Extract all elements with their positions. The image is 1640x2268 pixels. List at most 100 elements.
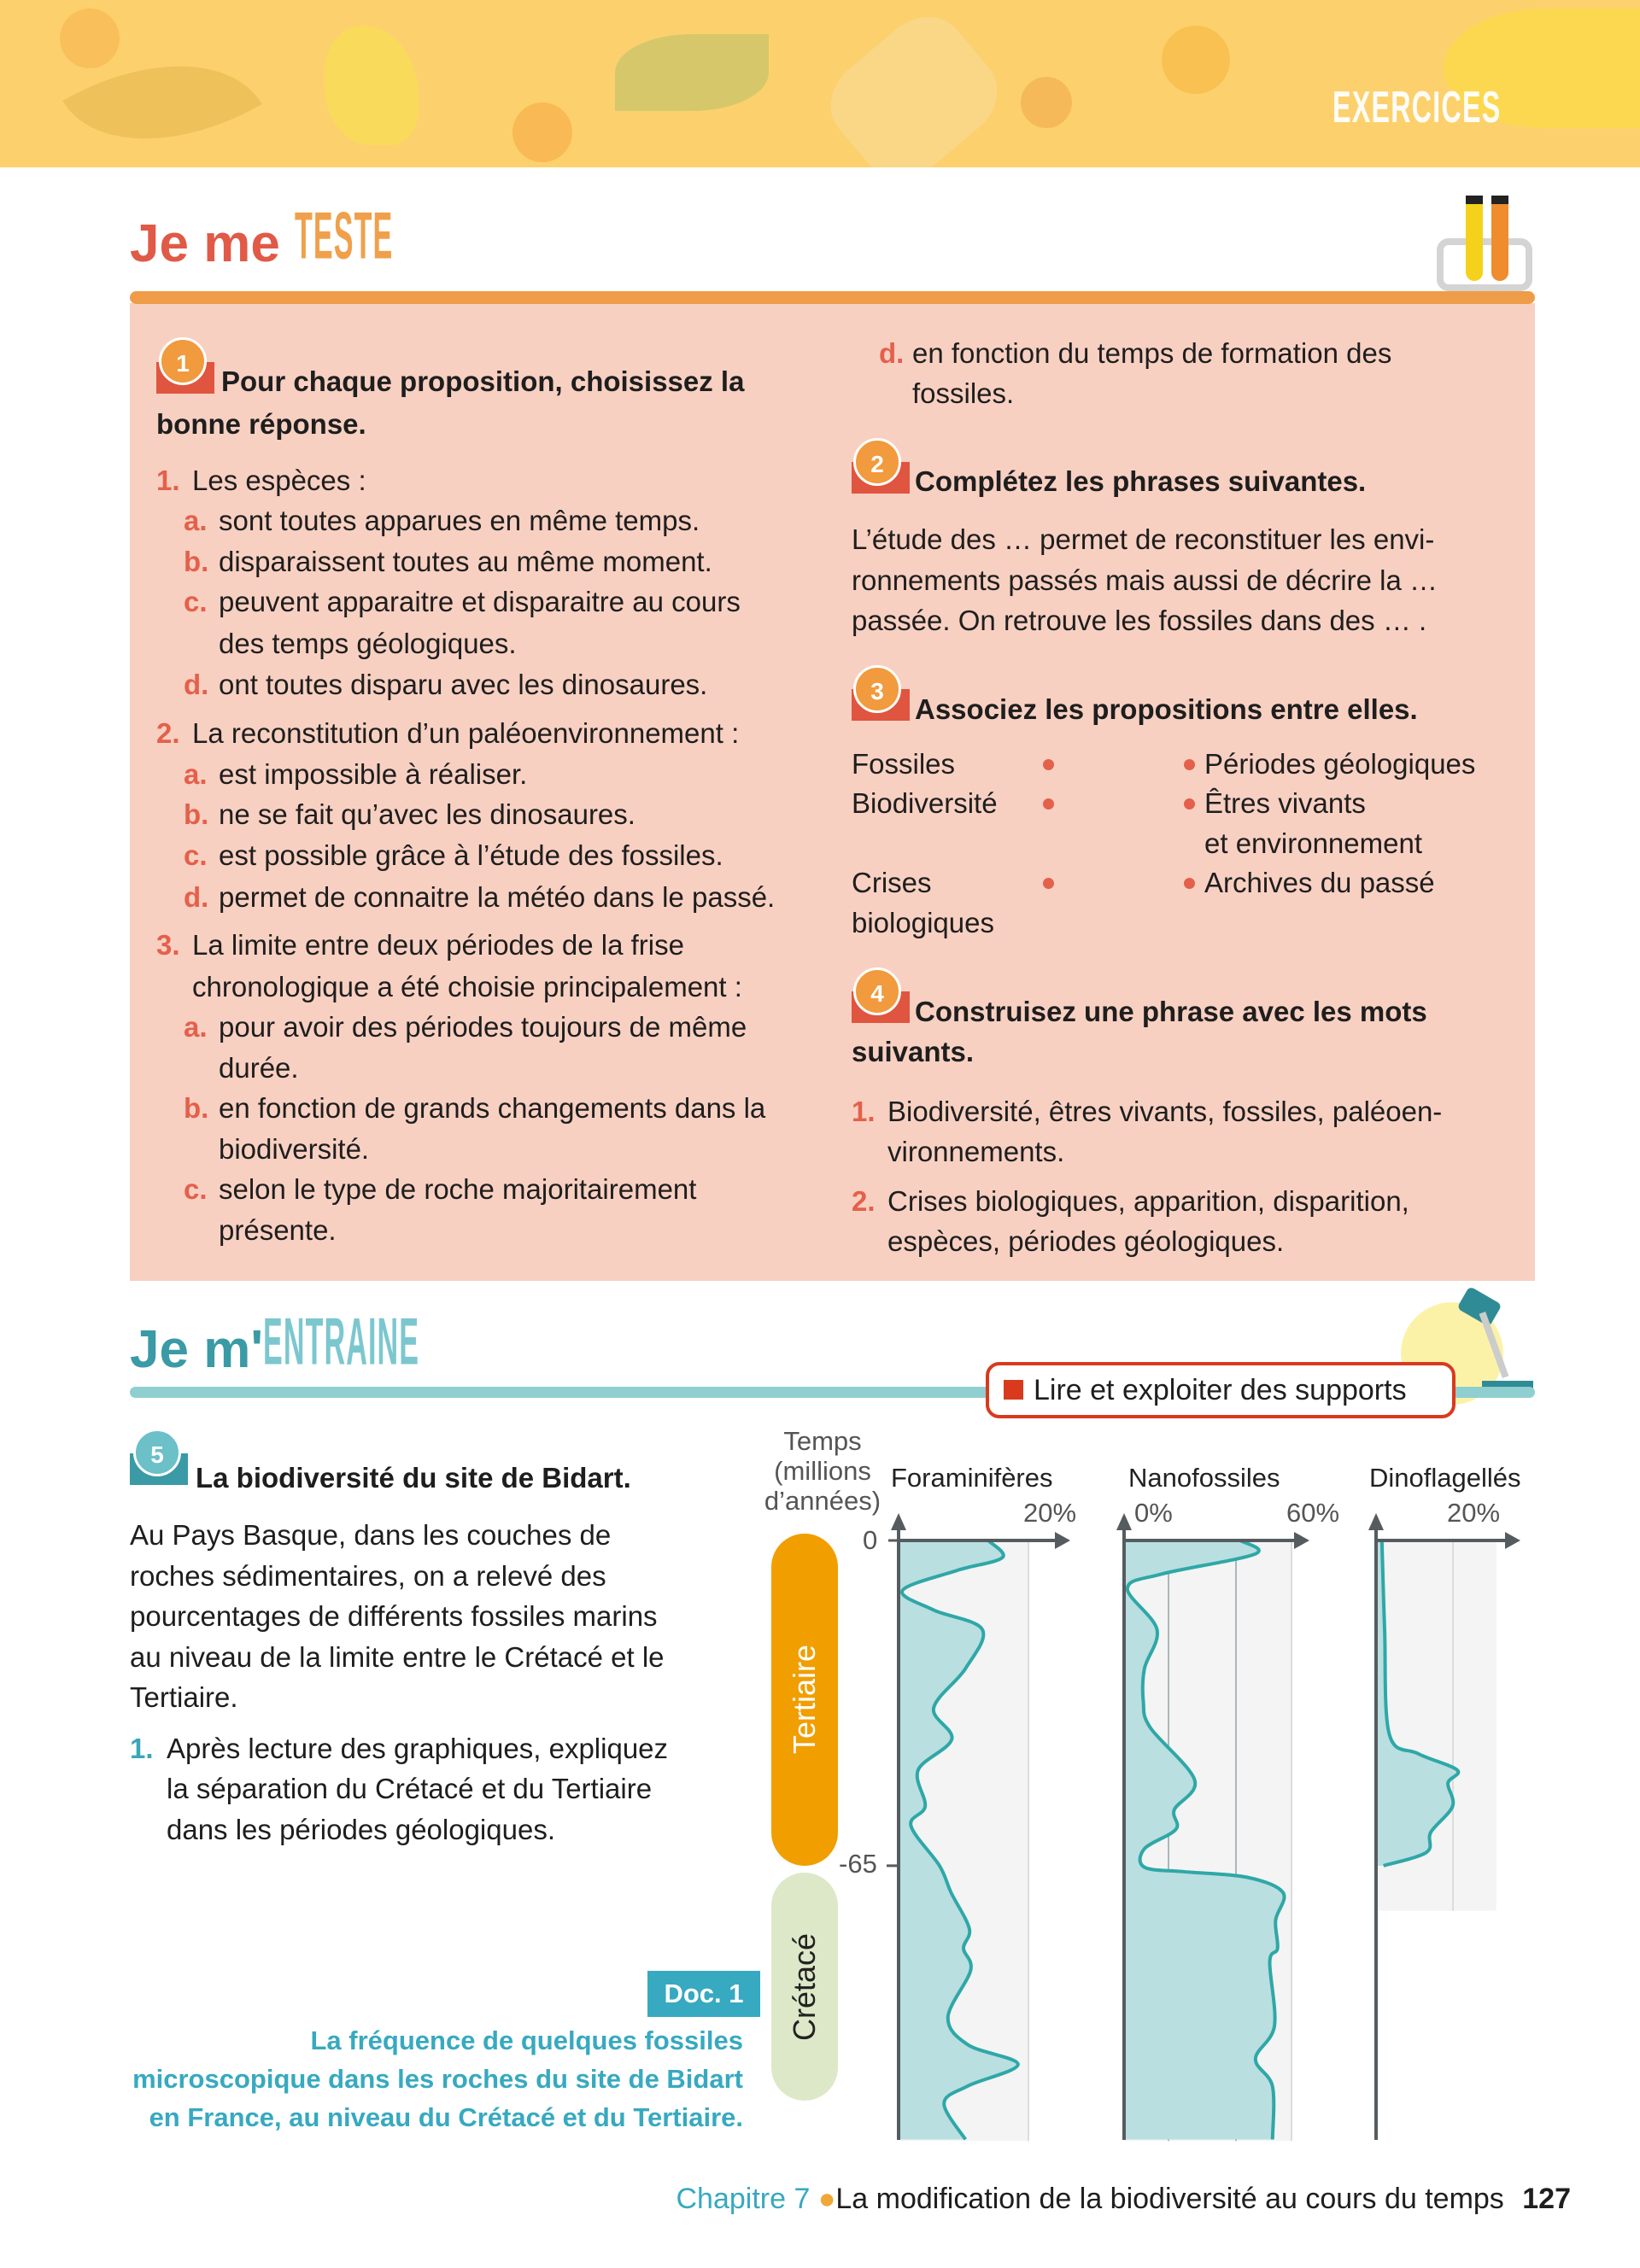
exercise-text: ronnements passés mais aussi de décrire … bbox=[852, 564, 1438, 596]
exercise-title: Construisez une phrase avec les mots bbox=[915, 996, 1427, 1027]
section-divider bbox=[130, 291, 1535, 304]
item-number: 1. bbox=[156, 465, 180, 496]
option-text: durée. bbox=[219, 1052, 299, 1084]
match-left-item: biologiques bbox=[852, 907, 994, 938]
exercise-title: Associez les propositions entre elles. bbox=[915, 693, 1418, 725]
exercise-title: suivants. bbox=[852, 1036, 975, 1067]
title-prefix: Je me bbox=[130, 214, 296, 273]
match-right-item: et environnement bbox=[1204, 827, 1422, 859]
option-letter: d. bbox=[184, 669, 209, 700]
item-text: vironnements. bbox=[887, 1136, 1065, 1167]
option-text: selon le type de roche majoritairement bbox=[219, 1173, 697, 1205]
series-title: Dinoflagellés bbox=[1369, 1463, 1521, 1493]
exercise-text: pourcentages de différents fossiles mari… bbox=[130, 1600, 658, 1632]
bullet-icon: ● bbox=[817, 2183, 836, 2215]
y-axis-label-line: (millions bbox=[774, 1456, 871, 1486]
item-text: Après lecture des graphiques, expliquez bbox=[167, 1733, 669, 1764]
exercise-title: Complétez les phrases suivantes. bbox=[915, 465, 1367, 497]
page-number: 127 bbox=[1522, 2183, 1571, 2215]
x-tick-label: 60% bbox=[1286, 1498, 1340, 1528]
option-letter: c. bbox=[184, 586, 208, 617]
test-tubes-icon bbox=[1435, 196, 1536, 298]
exercise-title: bonne réponse. bbox=[156, 408, 366, 440]
option-text: est impossible à réaliser. bbox=[219, 758, 528, 790]
option-text: biodiversité. bbox=[219, 1133, 370, 1165]
option-text: est possible grâce à l’étude des fossile… bbox=[219, 839, 723, 871]
match-dot[interactable] bbox=[1043, 798, 1054, 810]
x-tick-label: 20% bbox=[1023, 1498, 1077, 1528]
match-dot[interactable] bbox=[1184, 798, 1195, 810]
y-axis-label: Temps (millions d’années) bbox=[764, 1426, 881, 1516]
match-dot[interactable] bbox=[1043, 759, 1054, 770]
match-left-item: Fossiles bbox=[852, 748, 956, 780]
doc-caption: La fréquence de quelques fossiles bbox=[310, 2025, 744, 2055]
item-text: dans les périodes géologiques. bbox=[167, 1814, 555, 1845]
exercise-title: Pour chaque proposition, choisissez la bbox=[221, 365, 745, 397]
exercise-text: Au Pays Basque, dans les couches de bbox=[130, 1519, 612, 1551]
chapter-title: La modification de la biodiversité au co… bbox=[835, 2183, 1504, 2215]
exercise-number: 3 bbox=[853, 665, 901, 713]
panel-background bbox=[899, 1540, 1028, 2142]
doc-caption: microscopique dans les roches du site de… bbox=[132, 2064, 743, 2094]
option-letter: a. bbox=[184, 1011, 208, 1043]
panel-background bbox=[1124, 1540, 1292, 2142]
y-axis-arrow-icon bbox=[891, 1513, 906, 1530]
item-text: chronologique a été choisie principaleme… bbox=[192, 971, 742, 1002]
item-number: 1. bbox=[130, 1733, 154, 1764]
option-text: en fonction du temps de formation des bbox=[912, 337, 1392, 369]
skill-badge: Lire et exploiter des supports bbox=[986, 1362, 1456, 1418]
item-text: La limite entre deux périodes de la fris… bbox=[192, 929, 684, 961]
series-area-0 bbox=[899, 1540, 1018, 2140]
option-letter: c. bbox=[184, 1173, 208, 1205]
item-text: Crises biologiques, apparition, disparit… bbox=[887, 1185, 1409, 1217]
match-right-item: Archives du passé bbox=[1204, 867, 1435, 898]
title-keyword: TESTE bbox=[295, 199, 394, 273]
match-dot[interactable] bbox=[1184, 759, 1195, 770]
item-number: 1. bbox=[852, 1096, 876, 1127]
match-right-item: Êtres vivants bbox=[1204, 787, 1366, 819]
doc-caption: en France, au niveau du Crétacé et du Te… bbox=[149, 2102, 743, 2132]
option-letter: a. bbox=[184, 505, 208, 536]
period-label: Crétacé bbox=[787, 1932, 822, 2041]
option-text: peuvent apparaitre et disparaitre au cou… bbox=[219, 586, 741, 617]
exercise-text: roches sédimentaires, on a relevé des bbox=[130, 1560, 606, 1592]
header-banner: EXERCICES bbox=[0, 0, 1640, 167]
match-dot[interactable] bbox=[1043, 878, 1054, 889]
exercise-number: 4 bbox=[853, 967, 901, 1015]
option-text: ne se fait qu’avec les dinosaures. bbox=[219, 798, 636, 830]
match-right-item: Périodes géologiques bbox=[1204, 748, 1476, 780]
item-text: Biodiversité, êtres vivants, fossiles, p… bbox=[887, 1096, 1443, 1127]
match-left-item: Crises bbox=[852, 867, 932, 898]
y-tick-label: 0 bbox=[863, 1525, 878, 1555]
bee-icon bbox=[1021, 77, 1072, 128]
item-number: 3. bbox=[156, 929, 180, 961]
series-title: Foraminifères bbox=[891, 1463, 1053, 1493]
option-text: permet de connaitre la météo dans le pas… bbox=[219, 881, 776, 913]
exercise-number: 1 bbox=[159, 337, 207, 385]
period-label: Tertiaire bbox=[787, 1645, 822, 1755]
flower-icon bbox=[512, 102, 572, 162]
period-bar-tertiaire bbox=[771, 1534, 838, 1866]
match-dot[interactable] bbox=[1184, 878, 1195, 889]
exercise-title: La biodiversité du site de Bidart. bbox=[196, 1462, 631, 1493]
option-letter: d. bbox=[879, 337, 905, 369]
item-text: la séparation du Crétacé et du Tertiaire bbox=[167, 1773, 653, 1804]
dragonfly-icon bbox=[1162, 26, 1230, 94]
option-letter: b. bbox=[184, 1092, 209, 1124]
series-title: Nanofossiles bbox=[1128, 1463, 1280, 1493]
series-area-2 bbox=[1376, 1540, 1459, 1866]
y-axis-arrow-icon bbox=[1368, 1513, 1384, 1530]
series-line-2 bbox=[1379, 1540, 1461, 1868]
exercise-text: au niveau de la limite entre le Crétacé … bbox=[130, 1641, 665, 1673]
square-icon bbox=[1004, 1380, 1023, 1400]
option-letter: b. bbox=[184, 798, 209, 830]
panel-background bbox=[1376, 1540, 1496, 1911]
item-text: La reconstitution d’un paléoenvironnemen… bbox=[192, 717, 740, 749]
x-axis-arrow-icon bbox=[1055, 1532, 1070, 1549]
dna-icon bbox=[813, 0, 1015, 167]
option-letter: d. bbox=[184, 881, 209, 913]
x-tick-label: 20% bbox=[1447, 1498, 1501, 1528]
title-keyword: ENTRAINE bbox=[263, 1305, 420, 1379]
option-text: ont toutes disparu avec les dinosaures. bbox=[219, 669, 708, 700]
section-title-teste: Je me TESTE bbox=[130, 200, 474, 274]
